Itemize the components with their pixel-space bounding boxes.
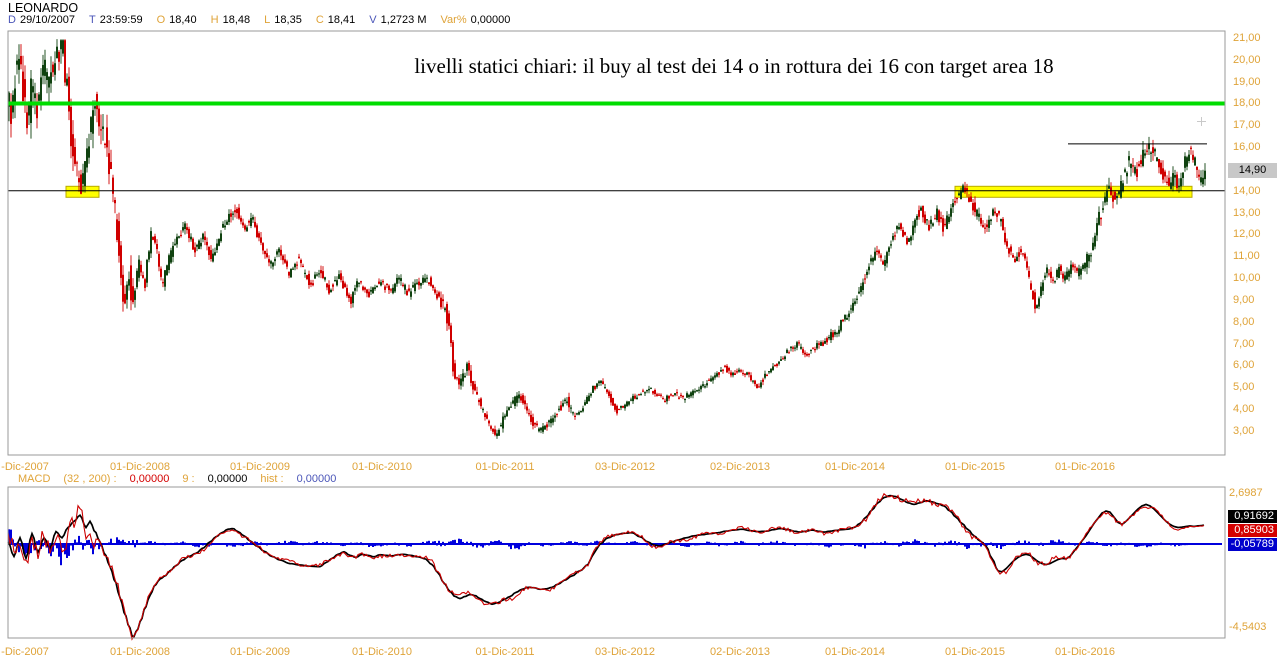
date-tick-label: -Dic-2007 (1, 461, 49, 473)
info-field-value: 1,2723 M (380, 14, 427, 26)
date-tick-label: 02-Dic-2013 (710, 646, 770, 658)
date-tick-label: 03-Dic-2012 (595, 646, 655, 658)
info-field-value: 23:59:59 (99, 14, 143, 26)
price-tick-label: 20,00 (1233, 53, 1261, 66)
price-tick-label: 9,00 (1233, 293, 1255, 306)
info-field-label: C (315, 14, 324, 26)
date-tick-label: 01-Dic-2014 (825, 461, 885, 473)
info-field-t: T 23:59:59 (89, 14, 143, 26)
info-field-label: D (8, 14, 16, 26)
macd-chart-area[interactable] (8, 487, 1225, 638)
info-field-l: L 18,35 (264, 14, 302, 26)
last-price-badge: 14,90 (1228, 163, 1277, 179)
info-field-value: 18,35 (274, 14, 302, 26)
price-tick-label: 14,00 (1233, 184, 1261, 197)
info-field-c: C 18,41 (316, 14, 355, 26)
info-field-label: T (89, 14, 96, 26)
macd-value-badge-1: 0,85903 (1228, 524, 1277, 537)
info-field-value: 18,41 (327, 14, 356, 26)
price-tick-label: 17,00 (1233, 119, 1261, 132)
date-tick-label: 01-Dic-2011 (475, 646, 535, 658)
macd-param-6: 0,00000 (296, 473, 337, 485)
date-tick-label: 01-Dic-2016 (1055, 461, 1115, 473)
info-field-value: 29/10/2007 (19, 14, 76, 26)
date-tick-label: 01-Dic-2008 (110, 646, 170, 658)
date-tick-label: 01-Dic-2015 (945, 646, 1005, 658)
chart-annotation: livelli statici chiari: il buy al test d… (414, 54, 1054, 78)
mouse-cursor (1197, 117, 1206, 126)
date-tick-label: 03-Dic-2012 (595, 461, 655, 473)
price-tick-label: 4,00 (1233, 403, 1255, 416)
price-tick-label: 3,00 (1233, 424, 1255, 437)
macd-value-badge-0: 0,91692 (1228, 510, 1277, 523)
macd-param-1: (32 , 200) : (63, 473, 117, 485)
info-field-var: Var% 0,00000 (441, 14, 511, 26)
macd-scale-max: 2,6987 (1229, 487, 1263, 499)
macd-scale-min: -4,5403 (1229, 621, 1267, 633)
macd-param-5: hist : (260, 473, 284, 485)
macd-param-3: 9 : (182, 473, 195, 485)
ohlc-info-bar: D 29/10/2007 T 23:59:59 O 18,40 H 18,48 L 18,35 C 1… (8, 14, 510, 26)
date-tick-label: 01-Dic-2015 (945, 461, 1005, 473)
info-field-label: Var% (440, 14, 467, 26)
date-tick-label: -Dic-2007 (1, 646, 49, 658)
macd-value-badge-2: -0,05789 (1228, 538, 1277, 551)
price-tick-label: 12,00 (1233, 228, 1261, 241)
info-field-label: O (156, 14, 166, 26)
info-field-label: L (264, 14, 271, 26)
info-field-label: V (369, 14, 377, 26)
price-tick-label: 21,00 (1233, 32, 1261, 44)
price-tick-label: 6,00 (1233, 359, 1255, 372)
macd-param-2: 0,00000 (129, 473, 170, 485)
info-field-value: 18,40 (169, 14, 197, 26)
info-field-label: H (210, 14, 219, 26)
date-tick-label: 01-Dic-2010 (352, 461, 412, 473)
price-tick-label: 19,00 (1233, 75, 1261, 88)
date-tick-label: 01-Dic-2009 (230, 646, 290, 658)
info-field-h: H 18,48 (211, 14, 250, 26)
date-tick-label: 01-Dic-2008 (110, 461, 170, 473)
price-tick-label: 5,00 (1233, 381, 1255, 394)
info-field-value: 18,48 (222, 14, 251, 26)
price-tick-label: 11,00 (1233, 250, 1260, 263)
symbol-title: LEONARDO (8, 1, 79, 15)
price-tick-label: 7,00 (1233, 337, 1255, 350)
date-tick-label: 01-Dic-2014 (825, 646, 885, 658)
info-field-o: O 18,40 (157, 14, 197, 26)
info-field-d: D 29/10/2007 (8, 14, 75, 26)
date-tick-label: 01-Dic-2009 (230, 461, 290, 473)
macd-indicator-name: MACD (18, 473, 51, 485)
date-tick-label: 01-Dic-2016 (1055, 646, 1115, 658)
price-chart-area[interactable] (8, 31, 1225, 455)
price-tick-label: 10,00 (1233, 272, 1261, 285)
date-tick-label: 02-Dic-2013 (710, 461, 770, 473)
macd-param-4: 0,00000 (207, 473, 248, 485)
price-tick-label: 13,00 (1233, 206, 1261, 219)
price-tick-label: 8,00 (1233, 315, 1255, 328)
info-field-value: 0,00000 (470, 14, 511, 26)
date-tick-label: 01-Dic-2010 (352, 646, 412, 658)
price-tick-label: 18,00 (1233, 97, 1261, 110)
info-field-v: V 1,2723 M (369, 14, 426, 26)
date-tick-label: 01-Dic-2011 (475, 461, 535, 473)
price-tick-label: 16,00 (1233, 141, 1261, 154)
macd-header: MACD (32 , 200) : 0,00000 9 : 0,00000 hist : 0… (18, 473, 336, 485)
